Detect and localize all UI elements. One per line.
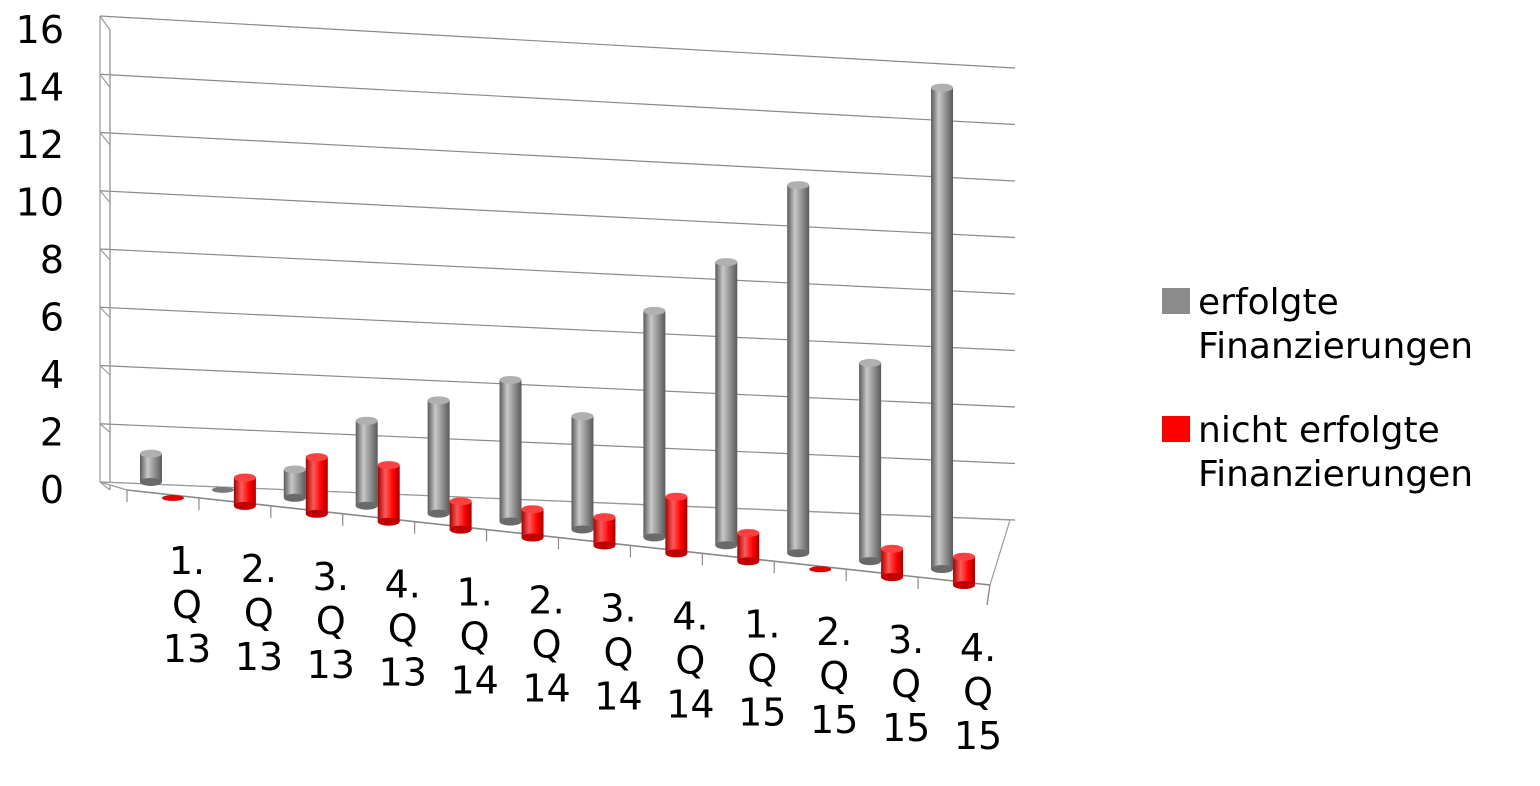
- bar-nicht-erfolgte: [377, 461, 400, 526]
- y-tick-label: 10: [16, 181, 64, 225]
- side-gridline: [99, 132, 111, 146]
- gridline: [99, 73, 1016, 126]
- legend-item: erfolgte Finanzierungen: [1162, 282, 1473, 367]
- legend: erfolgte Finanzierungen nicht erfolgte Fina…: [1162, 282, 1473, 495]
- bar-nicht-erfolgte: [449, 497, 472, 534]
- gridline: [99, 131, 1016, 182]
- bar-nicht-erfolgte: [665, 492, 688, 558]
- bar-erfolgte: [787, 181, 810, 558]
- gridline: [99, 306, 1016, 352]
- x-tick-label: 3. Q 15: [882, 618, 930, 750]
- x-tick-label: 2. Q 13: [235, 547, 283, 679]
- bar-nicht-erfolgte: [953, 552, 976, 590]
- legend-swatch: [1162, 288, 1190, 314]
- bar-nicht-erfolgte: [593, 513, 616, 550]
- y-tick-label: 12: [16, 123, 64, 167]
- y-tick-label: 16: [16, 8, 64, 52]
- gridline: [99, 15, 1016, 69]
- bar-erfolgte: [571, 412, 594, 534]
- x-tick-label: 3. Q 13: [307, 555, 355, 687]
- x-tick-label: 2. Q 14: [522, 579, 570, 711]
- bar-erfolgte: [139, 449, 162, 486]
- bar-erfolgte: [283, 465, 306, 502]
- y-tick-label: 6: [40, 296, 64, 340]
- bar-nicht-erfolgte: [233, 473, 256, 510]
- x-tick-label: 1. Q 14: [450, 571, 498, 703]
- side-gridline: [99, 15, 111, 31]
- gridlines: [99, 15, 1016, 521]
- legend-item: nicht erfolgte Finanzierungen: [1162, 410, 1473, 495]
- bar-erfolgte: [499, 375, 522, 526]
- x-tick-label: 1. Q 13: [163, 539, 211, 671]
- x-tick-label: 4. Q 13: [379, 563, 427, 695]
- bar-erfolgte: [715, 258, 738, 550]
- x-axis-end: [986, 584, 991, 606]
- side-gridline: [99, 306, 111, 318]
- gridline: [99, 248, 1016, 295]
- x-tick-label: 3. Q 14: [594, 586, 642, 718]
- side-gridline: [99, 248, 111, 261]
- side-gridline: [99, 481, 111, 491]
- y-tick-label: 0: [40, 468, 64, 512]
- bar-nicht-erfolgte: [521, 505, 544, 542]
- y-tick-label: 8: [40, 238, 64, 282]
- bar-nicht-erfolgte: [161, 494, 184, 501]
- x-axis-ticks: 1. Q 13 2. Q 13 3. Q 13 4. Q 13 1. Q 14 2. Q 14 3. Q 14 4. Q 14…: [163, 539, 1002, 758]
- x-tick-label: 2. Q 15: [810, 610, 858, 742]
- side-gridline: [99, 190, 111, 203]
- gridline: [99, 190, 1016, 239]
- x-tick-label: 4. Q 15: [954, 626, 1002, 758]
- legend-label: erfolgte Finanzierungen: [1198, 282, 1473, 367]
- bar-erfolgte: [211, 486, 234, 493]
- bars: [139, 83, 976, 590]
- x-tick-label: 4. Q 14: [666, 594, 714, 726]
- bar-erfolgte: [427, 396, 450, 518]
- bar-nicht-erfolgte: [881, 544, 904, 582]
- y-tick-label: 14: [16, 66, 64, 110]
- y-tick-label: 4: [40, 353, 64, 397]
- bar-erfolgte: [355, 416, 378, 510]
- bar-nicht-erfolgte: [809, 566, 832, 573]
- bar-erfolgte: [643, 306, 666, 542]
- bar-erfolgte: [931, 83, 954, 574]
- bar-erfolgte: [859, 358, 882, 566]
- legend-swatch: [1162, 416, 1190, 442]
- legend-label: nicht erfolgte Finanzierungen: [1198, 410, 1473, 495]
- side-gridline: [99, 423, 111, 433]
- side-gridline: [99, 73, 111, 88]
- y-tick-label: 2: [40, 411, 64, 455]
- bar-nicht-erfolgte: [305, 453, 328, 518]
- bar-nicht-erfolgte: [737, 528, 760, 566]
- y-axis-ticks: 0 2 4 6 8 10 12 14 16: [16, 8, 64, 512]
- side-gridline: [99, 365, 111, 376]
- x-tick-label: 1. Q 15: [738, 602, 786, 734]
